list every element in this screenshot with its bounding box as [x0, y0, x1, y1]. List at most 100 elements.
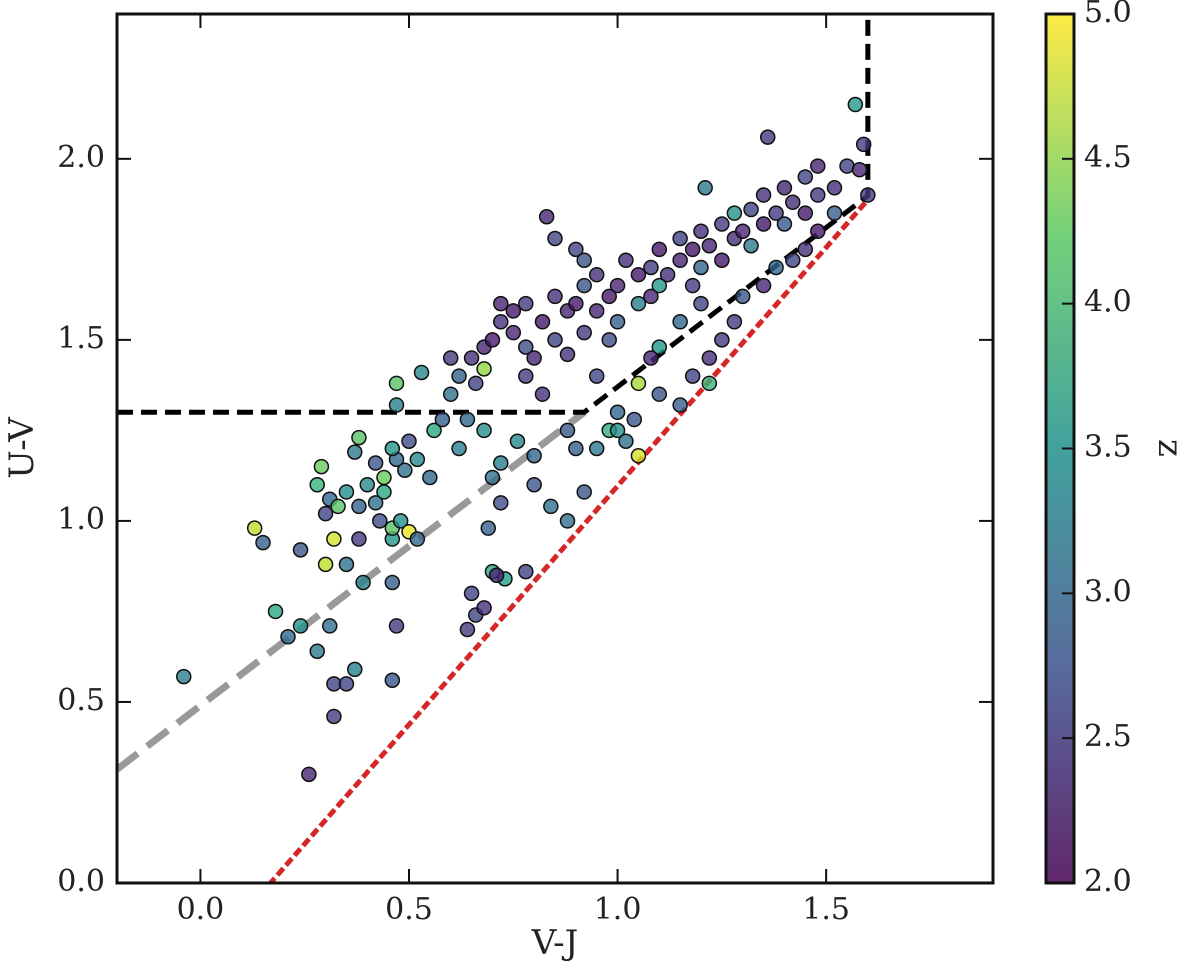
data-point [518, 563, 534, 580]
data-point [505, 324, 522, 341]
data-point [588, 266, 605, 283]
data-point [672, 252, 688, 268]
data-point [476, 422, 492, 439]
data-point [588, 368, 605, 384]
data-point [518, 295, 534, 312]
data-point [714, 332, 730, 348]
data-point [480, 520, 497, 536]
data-point [630, 266, 647, 283]
reference-line [117, 14, 871, 415]
data-point [372, 513, 388, 529]
y-tick-label: 1.5 [57, 321, 105, 356]
data-point [601, 288, 617, 305]
data-point [714, 252, 730, 268]
data-point [384, 440, 401, 457]
data-point [588, 440, 605, 457]
reference-line [267, 196, 872, 883]
colorbar-tick-label: 2.5 [1084, 719, 1132, 754]
data-point [559, 513, 576, 529]
x-tick-label: 1.5 [802, 892, 850, 927]
data-point [397, 462, 413, 478]
data-point [376, 484, 392, 500]
data-point [659, 266, 676, 283]
data-point [367, 455, 384, 471]
data-point [609, 277, 626, 294]
data-point [576, 324, 592, 341]
data-point [693, 259, 709, 276]
data-point [651, 339, 668, 355]
data-point [684, 368, 701, 384]
data-point [643, 350, 659, 366]
data-point [384, 672, 401, 688]
data-point [734, 288, 751, 305]
data-point [672, 314, 688, 330]
data-point [493, 314, 509, 330]
data-point [684, 277, 701, 294]
data-point [493, 455, 509, 471]
data-point [701, 237, 718, 254]
colorbar-tick-label: 3.5 [1084, 430, 1132, 465]
data-point [246, 520, 263, 536]
data-point [476, 600, 492, 616]
data-point [855, 136, 872, 153]
data-point [388, 375, 405, 392]
data-point [734, 223, 751, 239]
colorbar-label: z [1150, 439, 1190, 457]
data-point [797, 205, 814, 221]
data-point [463, 585, 480, 602]
data-point [543, 498, 559, 515]
data-point [392, 513, 409, 529]
colorbar-tick-label: 2.0 [1084, 864, 1132, 899]
data-point [321, 618, 338, 634]
data-point [559, 422, 576, 439]
data-point [755, 216, 772, 232]
data-point [292, 618, 309, 634]
data-point [434, 411, 451, 428]
data-point [459, 621, 476, 638]
data-point [651, 386, 668, 402]
plot-frame [115, 12, 995, 885]
data-point [518, 339, 534, 355]
data-point [797, 169, 814, 185]
data-point [847, 96, 864, 113]
colorbar-tick-label: 4.5 [1084, 140, 1132, 175]
data-point [626, 411, 643, 428]
data-point [484, 469, 501, 486]
data-point [826, 205, 843, 221]
y-tick-label: 2.0 [57, 140, 105, 175]
data-point [388, 618, 405, 634]
data-point [459, 411, 476, 428]
data-point [651, 277, 668, 294]
data-point [317, 556, 334, 573]
data-point [422, 469, 438, 486]
data-point [693, 223, 709, 239]
data-point [534, 314, 551, 330]
data-point [810, 158, 826, 174]
data-point [463, 350, 480, 366]
data-point [630, 447, 647, 464]
data-point [476, 361, 492, 377]
data-point [785, 194, 801, 211]
data-point [267, 603, 284, 620]
data-point [442, 350, 459, 366]
data-point [326, 531, 342, 547]
data-point [755, 187, 772, 203]
data-point [797, 241, 814, 258]
data-point [292, 542, 309, 558]
data-point [526, 476, 542, 493]
data-point [743, 201, 759, 218]
data-point [630, 375, 647, 392]
data-point [697, 180, 713, 196]
data-point [338, 484, 355, 500]
data-point [401, 433, 417, 450]
data-point [726, 205, 743, 221]
data-point [547, 230, 563, 247]
x-tick-label: 1.0 [594, 892, 642, 927]
data-point [426, 422, 442, 439]
data-point [568, 440, 584, 457]
data-point [759, 129, 776, 145]
data-point [317, 505, 334, 522]
data-point [860, 187, 876, 203]
data-point [509, 433, 526, 450]
